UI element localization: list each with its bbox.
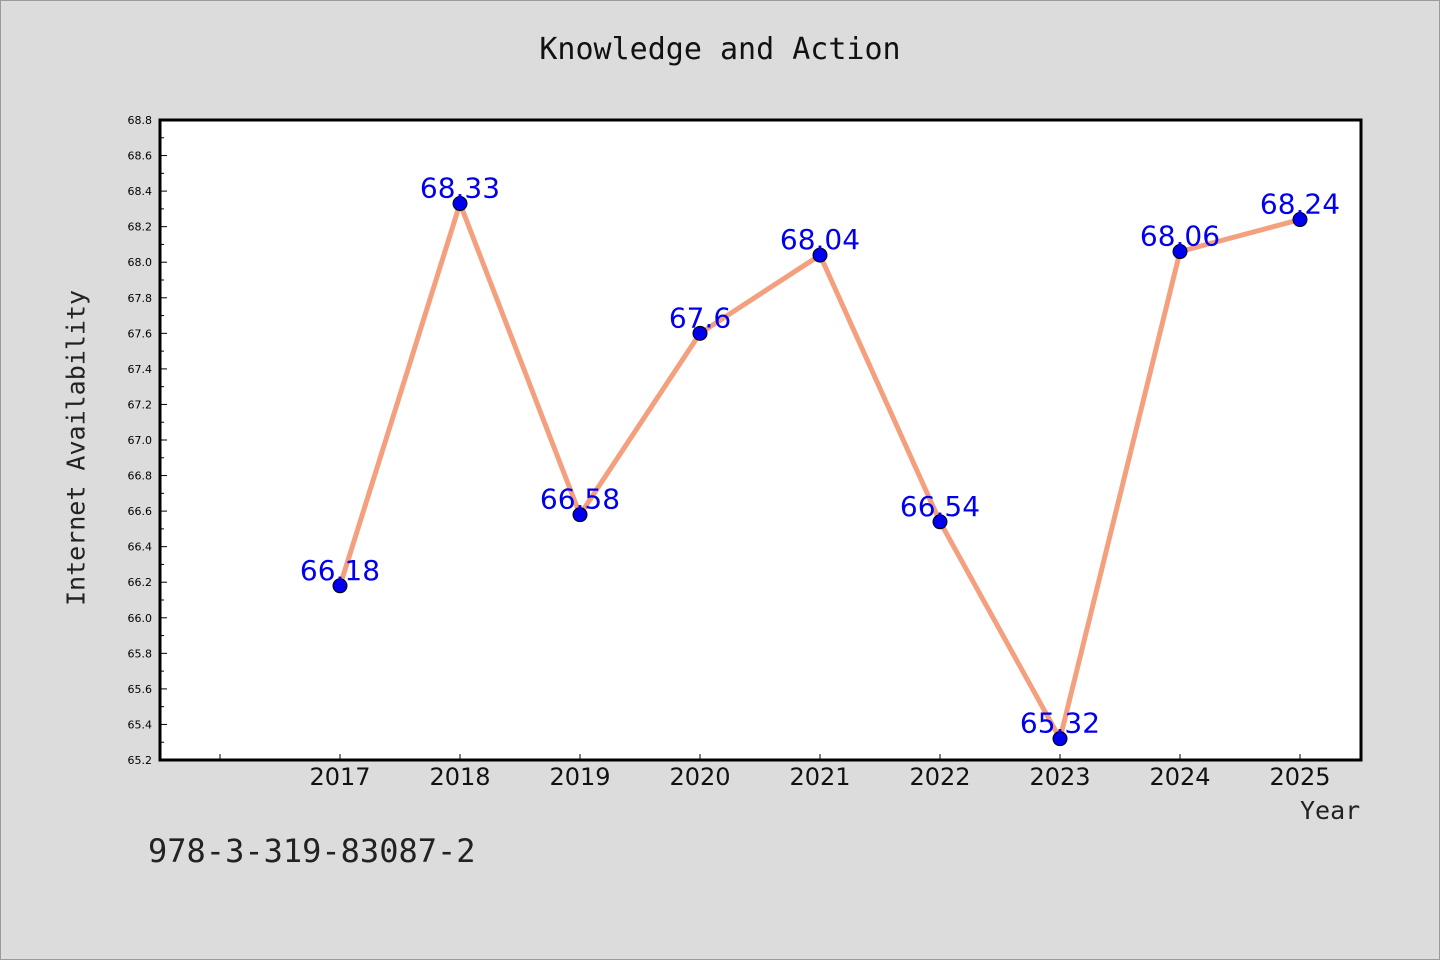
x-tick-label: 2025: [1269, 763, 1330, 791]
data-label: 68.06: [1140, 220, 1220, 253]
x-tick-label: 2020: [669, 763, 730, 791]
y-tick-label: 66.8: [128, 470, 153, 483]
y-tick-label: 68.8: [128, 114, 153, 127]
y-tick-label: 67.4: [128, 363, 153, 376]
y-tick-label: 65.6: [128, 683, 153, 696]
y-tick-label: 68.4: [128, 185, 153, 198]
data-point: [572, 507, 588, 523]
y-tick-labels: 65.2 65.4 65.6 65.8 66.0 66.2 66.4 66.6 66.8 67.0…: [128, 114, 153, 767]
data-labels: 66.18 68.33 66.58 67.6 68.04 66.54 65.32 68.06 6…: [300, 172, 1340, 740]
x-tick-labels: 2017 2018 2019 2020 2021 2022 2023 2024 2025: [309, 763, 1330, 791]
y-tick-label: 67.2: [128, 398, 153, 411]
x-tick-label: 2018: [429, 763, 490, 791]
y-tick-label: 65.4: [128, 718, 153, 731]
y-tick-label: 68.0: [128, 256, 153, 269]
x-tick-label: 2024: [1149, 763, 1210, 791]
data-label: 66.58: [540, 483, 620, 516]
data-label: 67.6: [669, 301, 731, 334]
data-label: 68.24: [1260, 188, 1340, 221]
y-tick-label: 68.6: [128, 150, 153, 163]
x-axis-label: Year: [1300, 796, 1361, 825]
plot-area: [160, 120, 1361, 760]
y-tick-label: 68.2: [128, 221, 153, 234]
data-point: [812, 247, 828, 263]
data-points: [332, 196, 1308, 747]
x-tick-label: 2023: [1029, 763, 1090, 791]
y-tick-label: 67.8: [128, 292, 153, 305]
isbn-footnote: 978-3-319-83087-2: [148, 832, 476, 870]
x-tick-label: 2019: [549, 763, 610, 791]
x-tick-label: 2022: [909, 763, 970, 791]
y-tick-label: 67.6: [128, 327, 153, 340]
data-point: [452, 196, 468, 212]
data-point: [932, 514, 948, 530]
y-tick-label: 66.2: [128, 576, 153, 589]
y-tick-label: 66.6: [128, 505, 153, 518]
y-tick-label: 65.2: [128, 754, 153, 767]
y-tick-label: 66.4: [128, 541, 153, 554]
x-tick-label: 2021: [789, 763, 850, 791]
x-tick-label: 2017: [309, 763, 370, 791]
data-point: [1052, 731, 1068, 747]
data-point: [692, 325, 708, 341]
plot-border: [158, 118, 1363, 762]
data-label: 68.04: [780, 223, 860, 256]
data-point: [1292, 212, 1308, 228]
y-tick-label: 67.0: [128, 434, 153, 447]
data-label: 65.32: [1020, 707, 1100, 740]
data-label: 68.33: [420, 172, 500, 205]
y-tick-label: 66.0: [128, 612, 153, 625]
y-tick-label: 65.8: [128, 647, 153, 660]
data-point: [1172, 244, 1188, 260]
data-label: 66.54: [900, 490, 980, 523]
data-label: 66.18: [300, 554, 380, 587]
chart-title: Knowledge and Action: [539, 32, 901, 67]
data-point: [332, 578, 348, 594]
